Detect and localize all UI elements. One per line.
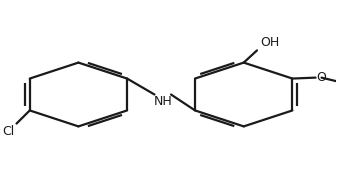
Text: Cl: Cl (3, 125, 15, 139)
Text: NH: NH (153, 95, 172, 108)
Text: O: O (316, 71, 327, 84)
Text: OH: OH (260, 36, 279, 49)
